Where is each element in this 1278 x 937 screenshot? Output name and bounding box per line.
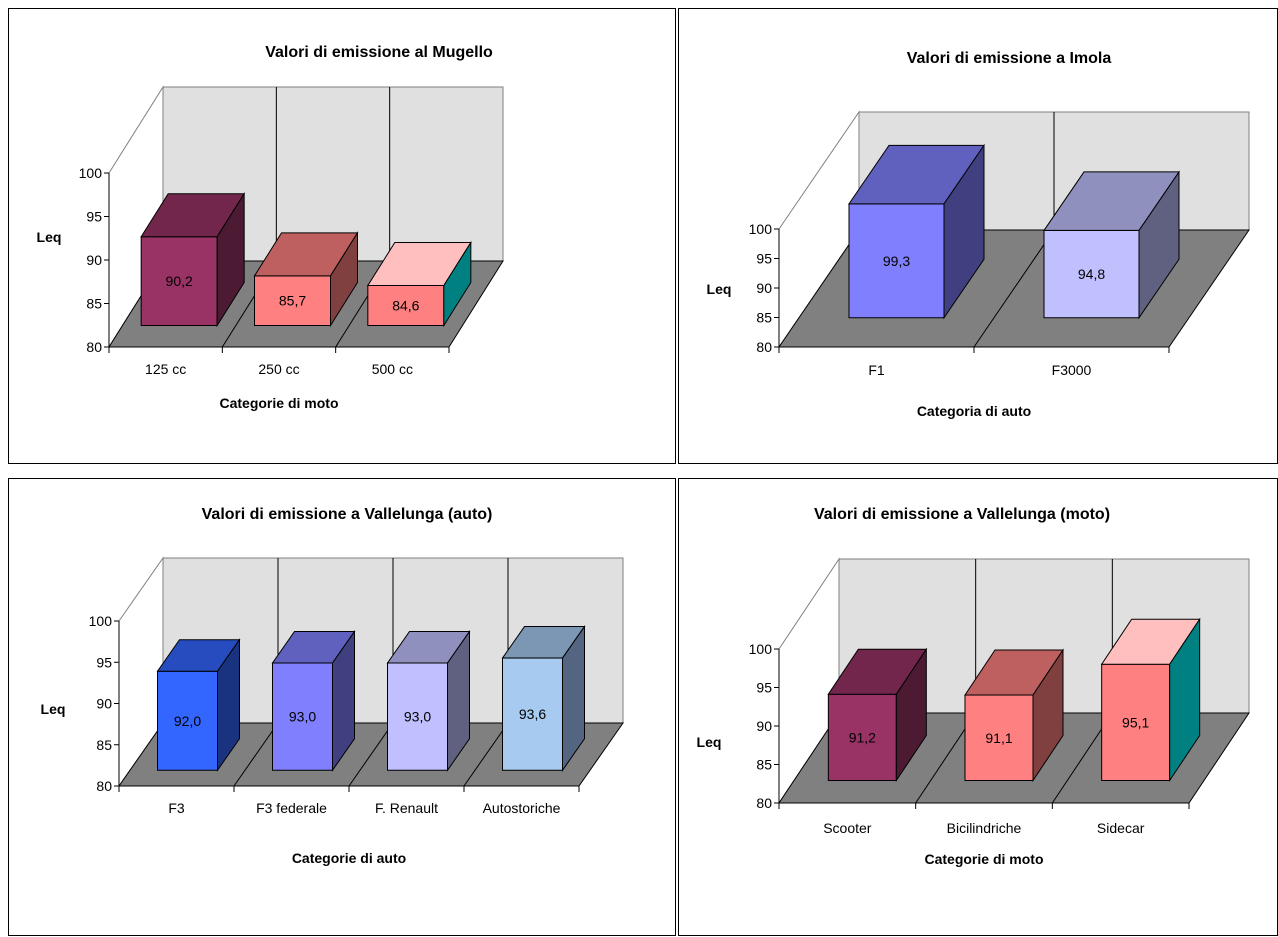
data-label: 93,0 xyxy=(404,709,431,725)
bar-front xyxy=(140,236,218,326)
floor-divider xyxy=(973,229,1055,348)
bar-side xyxy=(1169,617,1201,783)
y-tick-label: 100 xyxy=(79,165,103,181)
y-axis-label: Leq xyxy=(697,734,722,750)
y-tick-label: 90 xyxy=(756,718,772,734)
y-axis-label: Leq xyxy=(37,229,62,245)
y-tick-label: 80 xyxy=(86,339,102,355)
bar-side xyxy=(1138,170,1180,320)
chart-imola: Valori di emissione a Imola 80 85 90 95 100 Le… xyxy=(707,50,1250,419)
x-axis-label: Categorie di moto xyxy=(219,395,338,411)
y-tick-label: 100 xyxy=(749,221,773,237)
floor-divider xyxy=(233,722,279,787)
bar-front xyxy=(1043,229,1140,319)
bar-front xyxy=(827,693,897,781)
bar-side xyxy=(217,638,240,772)
x-tick-label: Scooter xyxy=(823,820,872,836)
chart-vallelunga-moto: Valori di emissione a Vallelunga (moto) 8… xyxy=(697,506,1250,867)
x-axis-label: Categorie di moto xyxy=(924,851,1043,867)
data-label: 91,1 xyxy=(985,730,1012,746)
bar-side xyxy=(443,240,472,328)
data-label: 93,0 xyxy=(289,709,316,725)
x-tick-label: 250 cc xyxy=(258,361,299,377)
data-label: 94,8 xyxy=(1078,266,1105,282)
y-tick-label: 85 xyxy=(86,296,102,312)
y-tick-label: 100 xyxy=(89,613,113,629)
y-tick-label: 80 xyxy=(96,778,112,794)
data-label: 92,0 xyxy=(174,713,201,729)
chart-panel-vallelunga-auto: Valori di emissione a Vallelunga (auto) 8… xyxy=(8,478,676,936)
chart-vallelunga-auto: Valori di emissione a Vallelunga (auto) 8… xyxy=(41,506,624,866)
y-tick-label: 95 xyxy=(96,654,112,670)
bar-front xyxy=(272,662,333,771)
y-tick-label: 90 xyxy=(756,280,772,296)
x-tick-label: F1 xyxy=(868,362,885,378)
bar-side xyxy=(895,647,927,783)
x-tick-label: 500 cc xyxy=(372,361,413,377)
data-label: 95,1 xyxy=(1122,714,1149,730)
y-tick-label: 90 xyxy=(86,252,102,268)
y-tick-label: 80 xyxy=(756,339,772,355)
bar-side xyxy=(330,231,358,328)
x-tick-label: Sidecar xyxy=(1097,820,1145,836)
y-tick-label: 85 xyxy=(756,757,772,773)
y-axis-label: Leq xyxy=(41,701,66,717)
y-tick-label: 95 xyxy=(756,251,772,267)
bar-front xyxy=(848,203,945,319)
y-tick-label: 95 xyxy=(86,209,102,225)
x-tick-label: 125 cc xyxy=(145,361,186,377)
y-tick-label: 90 xyxy=(96,696,112,712)
chart-title: Valori di emissione a Imola xyxy=(907,50,1112,67)
data-label: 99,3 xyxy=(883,253,910,269)
bar-front xyxy=(157,670,218,771)
x-tick-label: F3 xyxy=(168,800,185,816)
bar-side xyxy=(332,629,355,772)
bar-side xyxy=(216,192,245,328)
x-tick-label: Autostoriche xyxy=(483,800,561,816)
x-tick-label: F3 federale xyxy=(256,800,327,816)
chart-panel-imola: Valori di emissione a Imola 80 85 90 95 100 Le… xyxy=(678,8,1278,464)
x-tick-label: Bicilindriche xyxy=(947,820,1022,836)
data-label: 90,2 xyxy=(166,273,193,289)
bar-side xyxy=(447,629,470,772)
bar-side xyxy=(943,143,985,320)
y-tick-label: 100 xyxy=(749,641,773,657)
bar-front xyxy=(1101,663,1171,781)
y-axis-label: Leq xyxy=(707,281,732,297)
chart-title: Valori di emissione a Vallelunga (moto) xyxy=(814,506,1110,523)
floor-divider xyxy=(348,722,394,787)
chart-panel-mugello: Valori di emissione al Mugello 80 85 90 95 10… xyxy=(8,8,676,464)
y-tick-label: 95 xyxy=(756,680,772,696)
chart-title: Valori di emissione a Vallelunga (auto) xyxy=(202,506,493,523)
bar-front xyxy=(387,662,448,771)
data-label: 91,2 xyxy=(849,729,876,745)
y-tick-label: 85 xyxy=(96,737,112,753)
bar-front xyxy=(502,657,563,771)
chart-mugello: Valori di emissione al Mugello 80 85 90 95 10… xyxy=(37,44,504,411)
floor-divider xyxy=(463,722,509,787)
bar-side xyxy=(562,624,585,772)
x-axis-label: Categoria di auto xyxy=(917,403,1031,419)
x-tick-label: F3000 xyxy=(1052,362,1092,378)
bar-front xyxy=(367,284,445,327)
data-label: 85,7 xyxy=(279,293,306,309)
chart-title: Valori di emissione al Mugello xyxy=(265,44,493,61)
x-tick-label: F. Renault xyxy=(375,800,438,816)
y-tick-label: 80 xyxy=(756,795,772,811)
data-label: 93,6 xyxy=(519,706,546,722)
y-tick-label: 85 xyxy=(756,310,772,326)
data-label: 84,6 xyxy=(392,297,419,313)
x-axis-label: Categorie di auto xyxy=(292,850,406,866)
bar-side xyxy=(1032,648,1064,783)
chart-panel-vallelunga-moto: Valori di emissione a Vallelunga (moto) 8… xyxy=(678,478,1278,936)
